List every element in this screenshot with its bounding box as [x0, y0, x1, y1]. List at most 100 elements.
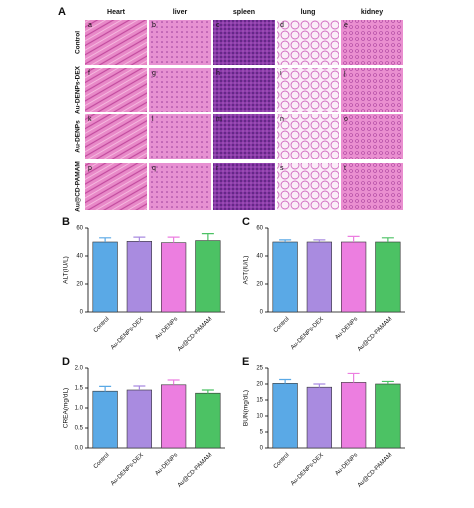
y-axis-label: BUN(mg/dL)	[243, 390, 250, 426]
x-tick-label: Au-DENPs-DEX	[110, 452, 145, 487]
bar	[92, 241, 118, 313]
cell-label: s	[280, 165, 284, 172]
y-tick-label: 0.0	[75, 446, 84, 452]
x-tick-label: Control	[273, 452, 291, 470]
histology-image	[341, 114, 403, 159]
y-axis-label: ALT(IU/L)	[63, 256, 70, 284]
error-bar	[167, 379, 180, 385]
cell-label: p	[88, 165, 92, 172]
error-bar	[133, 236, 146, 242]
cell-label: a	[88, 22, 92, 29]
bar	[126, 389, 153, 449]
error-bar	[279, 239, 292, 242]
row-label: Au@CD-PAMAM	[75, 161, 82, 212]
column-header: Heart	[107, 9, 126, 16]
cell-label: g	[152, 70, 156, 77]
row-label: Control	[75, 31, 82, 54]
error-bar	[381, 380, 394, 384]
y-tick-label: 40	[76, 254, 83, 260]
error-bar	[279, 378, 292, 384]
bar	[160, 242, 187, 313]
x-tick-label: Au-DENPs	[154, 316, 179, 341]
histology-image	[277, 114, 339, 159]
cell-label: h	[216, 70, 220, 77]
column-header: kidney	[361, 9, 383, 16]
bar	[160, 384, 187, 449]
x-tick-label: Au@CD-PAMAM	[177, 452, 214, 489]
bar	[272, 241, 298, 313]
cell-label: q	[152, 165, 156, 172]
y-tick-label: 0	[80, 310, 84, 316]
row-label: Au-DENPs	[75, 120, 82, 153]
y-tick-label: 40	[256, 254, 263, 260]
cell-label: d	[280, 22, 284, 29]
x-tick-label: Au@CD-PAMAM	[357, 452, 394, 489]
x-tick-label: Control	[93, 316, 111, 334]
histology-image	[277, 68, 339, 112]
bar	[306, 386, 333, 449]
x-tick-label: Au-DENPs-DEX	[110, 316, 145, 351]
y-tick-label: 60	[76, 226, 83, 232]
x-tick-label: Control	[273, 316, 291, 334]
y-tick-label: 20	[76, 282, 83, 288]
cell-label: k	[88, 116, 92, 123]
y-axis-label: AST(IU/L)	[243, 256, 250, 285]
cell-label: e	[344, 22, 348, 29]
histology-image	[85, 114, 147, 159]
y-tick-label: 2.0	[75, 366, 84, 372]
bar	[375, 241, 401, 313]
histology-image	[149, 68, 211, 112]
histology-image	[213, 114, 275, 159]
histology-image	[277, 20, 339, 65]
row-label: Au-DENPs-DEX	[75, 65, 82, 114]
y-tick-label: 0.5	[75, 426, 84, 432]
bar	[272, 383, 298, 449]
error-bar	[99, 237, 112, 242]
cell-label: i	[280, 70, 282, 77]
histology-image	[341, 163, 403, 210]
x-tick-label: Au-DENPs-DEX	[290, 316, 325, 351]
y-tick-label: 0	[260, 310, 264, 316]
histology-image	[213, 20, 275, 65]
y-tick-label: 10	[256, 414, 263, 420]
y-tick-label: 60	[256, 226, 263, 232]
histology-image	[85, 20, 147, 65]
column-header: spleen	[233, 9, 255, 16]
histology-image	[149, 114, 211, 159]
panel-label: D	[62, 356, 70, 368]
bar	[126, 241, 153, 313]
cell-label: t	[344, 165, 346, 172]
histology-image	[85, 163, 147, 210]
histology-image	[277, 163, 339, 210]
cell-label: m	[216, 116, 222, 123]
panel-label: C	[242, 216, 250, 228]
cell-label: n	[280, 116, 284, 123]
histology-image	[149, 163, 211, 210]
error-bar	[133, 385, 146, 390]
y-tick-label: 5	[260, 430, 264, 436]
y-tick-label: 0	[260, 446, 264, 452]
cell-label: b	[152, 22, 156, 29]
histology-image	[85, 68, 147, 112]
column-header: lung	[301, 9, 316, 16]
cell-label: l	[152, 116, 154, 123]
panel-label: B	[62, 216, 70, 228]
histology-image	[341, 20, 403, 65]
error-bar	[313, 383, 326, 388]
cell-label: r	[216, 165, 219, 172]
cell-label: c	[216, 22, 220, 29]
y-axis-label: CREA(mg/dL)	[63, 388, 70, 428]
panel-label: A	[58, 6, 66, 18]
panel-label: E	[242, 356, 249, 368]
histology-image	[213, 68, 275, 112]
x-tick-label: Au-DENPs	[334, 316, 359, 341]
cell-label: j	[343, 70, 346, 77]
y-tick-label: 25	[256, 366, 263, 372]
error-bar	[167, 236, 180, 243]
x-tick-label: Au-DENPs	[154, 452, 179, 477]
error-bar	[99, 385, 112, 392]
bar	[195, 240, 221, 313]
y-tick-label: 15	[256, 398, 263, 404]
bar	[340, 382, 367, 449]
